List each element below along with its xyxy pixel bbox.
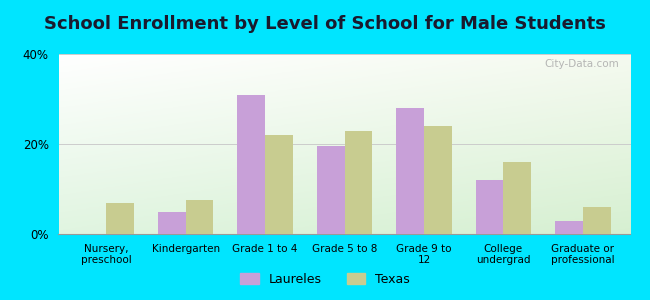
Bar — [583, 207, 610, 234]
Bar — [344, 130, 372, 234]
Bar — [476, 180, 503, 234]
Text: School Enrollment by Level of School for Male Students: School Enrollment by Level of School for… — [44, 15, 606, 33]
Bar — [317, 146, 345, 234]
Bar — [503, 162, 531, 234]
Bar — [555, 220, 583, 234]
Bar — [424, 126, 452, 234]
Bar — [106, 202, 134, 234]
Bar — [237, 94, 265, 234]
Legend: Laureles, Texas: Laureles, Texas — [235, 268, 415, 291]
Bar — [186, 200, 213, 234]
Bar — [158, 212, 186, 234]
Bar — [396, 108, 424, 234]
Text: City-Data.com: City-Data.com — [544, 59, 619, 69]
Bar — [265, 135, 293, 234]
